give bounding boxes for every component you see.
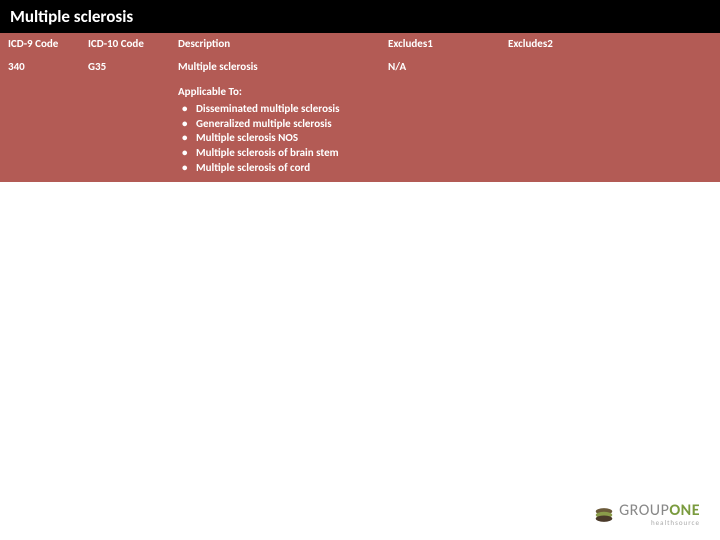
list-item: Multiple sclerosis of brain stem [182, 146, 372, 161]
col-header-icd9: ICD-9 Code [0, 33, 80, 54]
col-header-icd10: ICD-10 Code [80, 33, 170, 54]
table-row: 340 G35 Multiple sclerosis Applicable To… [0, 54, 720, 182]
col-header-excludes2: Excludes2 [500, 33, 720, 54]
list-item: Disseminated multiple sclerosis [182, 102, 372, 117]
logo-sub-text: healthsource [619, 519, 700, 526]
list-item: Generalized multiple sclerosis [182, 117, 372, 132]
cell-excludes1: N/A [380, 54, 500, 182]
list-item: Multiple sclerosis of cord [182, 161, 372, 176]
logo-text: GROUPONE healthsource [619, 503, 700, 526]
logo-main: GROUPONE [619, 503, 700, 519]
cell-excludes2 [500, 54, 720, 182]
list-item: Multiple sclerosis NOS [182, 131, 372, 146]
col-header-excludes1: Excludes1 [380, 33, 500, 54]
table-header-row: ICD-9 Code ICD-10 Code Description Exclu… [0, 33, 720, 54]
applicable-label: Applicable To: [178, 85, 372, 100]
code-table: ICD-9 Code ICD-10 Code Description Exclu… [0, 33, 720, 182]
col-header-description: Description [170, 33, 380, 54]
logo-icon [593, 504, 615, 526]
cell-description: Multiple sclerosis Applicable To: Dissem… [170, 54, 380, 182]
applicable-list: Disseminated multiple sclerosis Generali… [178, 102, 372, 176]
cell-icd10: G35 [80, 54, 170, 182]
cell-icd9: 340 [0, 54, 80, 182]
page-title: Multiple sclerosis [0, 0, 720, 33]
description-main: Multiple sclerosis [178, 60, 372, 75]
logo: GROUPONE healthsource [593, 503, 700, 526]
